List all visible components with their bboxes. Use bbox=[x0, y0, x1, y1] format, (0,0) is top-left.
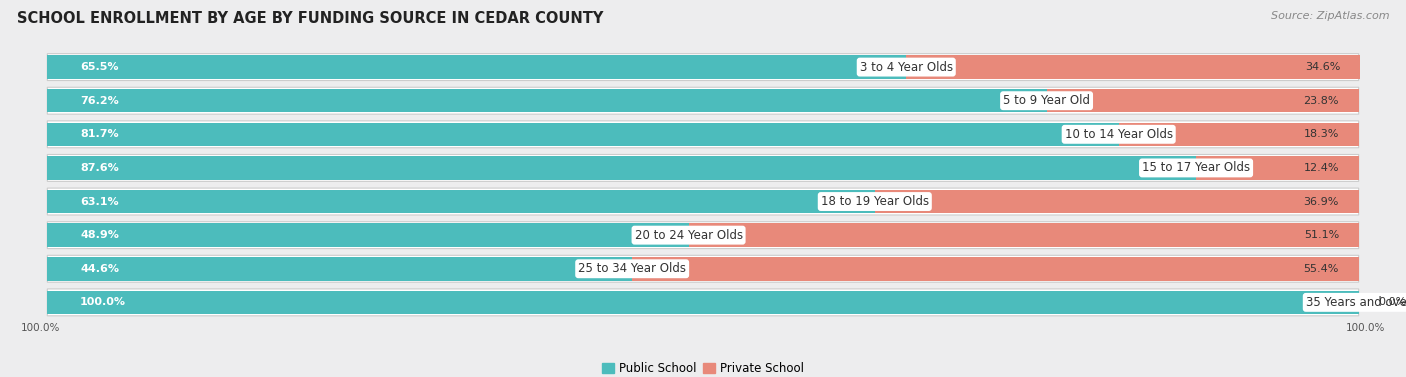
Text: 25 to 34 Year Olds: 25 to 34 Year Olds bbox=[578, 262, 686, 275]
FancyBboxPatch shape bbox=[48, 121, 1358, 148]
Text: 76.2%: 76.2% bbox=[80, 96, 120, 106]
Text: 100.0%: 100.0% bbox=[80, 297, 127, 307]
FancyBboxPatch shape bbox=[48, 155, 1358, 181]
Bar bbox=[907, 55, 1360, 79]
Text: 18.3%: 18.3% bbox=[1303, 129, 1339, 139]
Text: 51.1%: 51.1% bbox=[1303, 230, 1339, 240]
FancyBboxPatch shape bbox=[48, 289, 1358, 316]
Bar bbox=[1197, 156, 1358, 180]
Text: 10 to 14 Year Olds: 10 to 14 Year Olds bbox=[1064, 128, 1173, 141]
Text: 3 to 4 Year Olds: 3 to 4 Year Olds bbox=[859, 61, 953, 74]
Text: 48.9%: 48.9% bbox=[80, 230, 120, 240]
Bar bbox=[48, 257, 633, 280]
FancyBboxPatch shape bbox=[48, 188, 1358, 215]
Text: Source: ZipAtlas.com: Source: ZipAtlas.com bbox=[1271, 11, 1389, 21]
Text: 100.0%: 100.0% bbox=[21, 323, 60, 333]
Text: 87.6%: 87.6% bbox=[80, 163, 120, 173]
Text: 35 Years and over: 35 Years and over bbox=[1306, 296, 1406, 309]
Bar bbox=[48, 291, 1358, 314]
Text: 100.0%: 100.0% bbox=[1346, 323, 1385, 333]
Text: 23.8%: 23.8% bbox=[1303, 96, 1339, 106]
Bar bbox=[48, 190, 875, 213]
Text: SCHOOL ENROLLMENT BY AGE BY FUNDING SOURCE IN CEDAR COUNTY: SCHOOL ENROLLMENT BY AGE BY FUNDING SOUR… bbox=[17, 11, 603, 26]
Bar bbox=[633, 257, 1358, 280]
Text: 63.1%: 63.1% bbox=[80, 196, 118, 207]
Bar bbox=[48, 89, 1046, 112]
Bar bbox=[48, 156, 1197, 180]
Text: 44.6%: 44.6% bbox=[80, 264, 120, 274]
FancyBboxPatch shape bbox=[48, 222, 1358, 248]
FancyBboxPatch shape bbox=[48, 87, 1358, 114]
Text: 55.4%: 55.4% bbox=[1303, 264, 1339, 274]
Text: 36.9%: 36.9% bbox=[1303, 196, 1339, 207]
Bar bbox=[48, 55, 907, 79]
Text: 15 to 17 Year Olds: 15 to 17 Year Olds bbox=[1142, 161, 1250, 175]
Text: 34.6%: 34.6% bbox=[1305, 62, 1340, 72]
Bar bbox=[1119, 123, 1358, 146]
Bar bbox=[1046, 89, 1358, 112]
Text: 65.5%: 65.5% bbox=[80, 62, 118, 72]
Bar bbox=[689, 224, 1358, 247]
Legend: Public School, Private School: Public School, Private School bbox=[598, 357, 808, 377]
Text: 12.4%: 12.4% bbox=[1303, 163, 1339, 173]
Bar bbox=[48, 224, 689, 247]
Text: 20 to 24 Year Olds: 20 to 24 Year Olds bbox=[634, 228, 742, 242]
FancyBboxPatch shape bbox=[48, 255, 1358, 282]
Text: 18 to 19 Year Olds: 18 to 19 Year Olds bbox=[821, 195, 929, 208]
Text: 5 to 9 Year Old: 5 to 9 Year Old bbox=[1002, 94, 1090, 107]
Bar bbox=[875, 190, 1358, 213]
Text: 81.7%: 81.7% bbox=[80, 129, 118, 139]
Text: 0.0%: 0.0% bbox=[1378, 297, 1406, 307]
FancyBboxPatch shape bbox=[48, 54, 1358, 81]
Bar bbox=[48, 123, 1119, 146]
